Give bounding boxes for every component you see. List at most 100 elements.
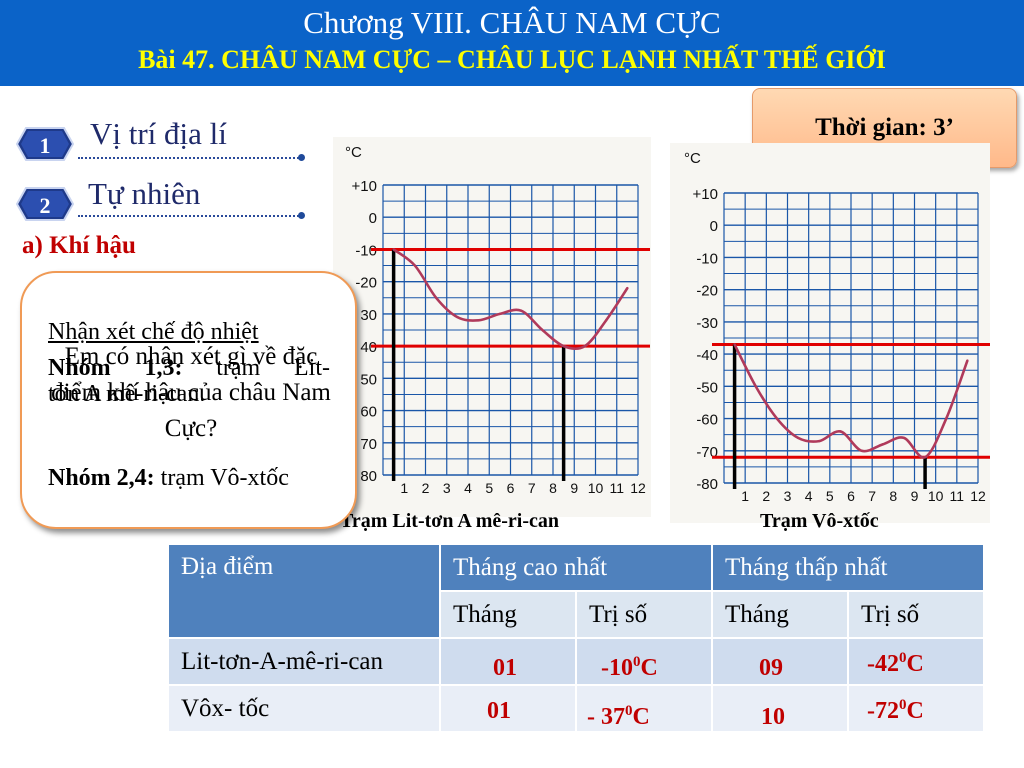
y-tick-label: 30 (360, 307, 377, 324)
data-point (604, 319, 608, 322)
high-temp-value: - 370C (587, 702, 650, 730)
low-temp-value: -720C (867, 696, 924, 724)
note-line-2: Nhóm 1,3: trạm Lit- (48, 355, 330, 381)
y-unit-label: °C (684, 150, 701, 167)
y-tick-label: 50 (360, 371, 377, 388)
high-month-value: 01 (493, 654, 517, 681)
x-tick-label: 11 (609, 480, 624, 496)
x-tick-label: 1 (741, 488, 749, 504)
data-point (923, 456, 927, 459)
slide-header: Chương VIII. CHÂU NAM CỰC Bài 47. CHÂU N… (0, 0, 1024, 86)
high-temp-value: -100C (601, 653, 658, 681)
section-2-badge: 2 (16, 187, 74, 221)
data-point (839, 430, 842, 433)
y-tick-label: 60 (360, 404, 377, 421)
sub-high-month: Tháng (439, 590, 577, 639)
y-tick-label: -20 (696, 283, 718, 300)
note-line-3: tơn A mê-ri-can. (48, 381, 206, 407)
chart-lit-ton-caption: Trạm Lit-tơn A mê-ri-can (340, 510, 559, 532)
data-point (456, 315, 459, 319)
row-location: Vôx- tốc (167, 684, 441, 733)
section-1-title: Vị trí địa lí (90, 116, 227, 151)
data-point (562, 344, 565, 348)
section-2-dot (298, 212, 305, 219)
y-tick-label: -20 (355, 275, 377, 292)
high-month-value: 01 (487, 697, 511, 724)
temperature-curve (392, 248, 629, 351)
y-tick-label: -10 (355, 242, 377, 259)
data-point (477, 319, 480, 322)
y-tick-label: 0 (369, 210, 377, 227)
x-tick-label: 10 (588, 480, 604, 496)
x-tick-label: 4 (464, 480, 472, 496)
note-line-4: Nhóm 2,4: trạm Vô-xtốc (48, 465, 289, 491)
data-point (733, 343, 736, 346)
note-question: Em có nhận xét gì về đặc điểm khí hậu củ… (51, 343, 331, 442)
y-tick-label: 0 (710, 218, 718, 235)
section-1-badge: 1 (16, 127, 74, 161)
header-location: Địa điểm (167, 543, 441, 639)
data-point (498, 312, 502, 316)
x-tick-label: 8 (889, 488, 897, 504)
y-tick-label: -10 (696, 250, 718, 267)
chart-vo-xtoc-caption: Trạm Vô-xtốc (760, 510, 879, 532)
x-tick-label: 11 (950, 488, 965, 504)
header-high: Tháng cao nhất (439, 543, 713, 592)
x-tick-label: 3 (443, 480, 451, 496)
temperature-table: Địa điểm Tháng cao nhất Tháng thấp nhất … (167, 543, 985, 733)
x-tick-label: 4 (805, 488, 813, 504)
section-2-underline (78, 215, 302, 217)
y-tick-label: -40 (696, 347, 718, 364)
low-month-value: 09 (759, 654, 783, 681)
y-tick-label: -60 (696, 412, 718, 429)
x-tick-label: 9 (911, 488, 919, 504)
sub-high-value: Trị số (575, 590, 713, 639)
data-point (519, 309, 523, 312)
data-point (818, 439, 821, 443)
y-tick-label: +10 (693, 186, 718, 203)
x-tick-label: 2 (422, 480, 430, 496)
data-point (902, 436, 906, 440)
timer-label: Thời gian: 3’ (815, 114, 954, 141)
y-tick-label: 80 (360, 468, 377, 485)
data-point (626, 286, 629, 290)
x-tick-label: 5 (485, 480, 493, 496)
y-tick-label: +10 (352, 178, 377, 195)
y-tick-label: -30 (696, 315, 718, 332)
row-location: Lit-tơn-A-mê-ri-can (167, 637, 441, 686)
y-unit-label: °C (345, 144, 362, 161)
y-tick-label: -80 (696, 476, 718, 493)
x-tick-label: 12 (630, 480, 646, 496)
x-tick-label: 2 (762, 488, 770, 504)
header-low: Tháng thấp nhất (711, 543, 985, 592)
x-tick-label: 1 (400, 480, 408, 496)
x-tick-label: 10 (928, 488, 944, 504)
x-tick-label: 7 (868, 488, 876, 504)
data-point (881, 443, 884, 446)
note-group-13: Nhóm 1,3: (48, 355, 183, 381)
section-2-number: 2 (40, 193, 51, 218)
data-point (775, 417, 779, 420)
section-1-underline (78, 157, 302, 159)
lesson-title: Bài 47. CHÂU NAM CỰC – CHÂU LỤC LẠNH NHẤ… (138, 45, 886, 74)
data-point (796, 436, 800, 440)
data-point (434, 296, 438, 299)
low-temp-value: -420C (867, 649, 924, 677)
section-2-title: Tự nhiên (88, 176, 201, 211)
chart-vo-xtoc: +100-10-20-30-40-50-60-70-80°C1 2 3 4 5 6 7 8 9 1… (670, 143, 990, 523)
sub-low-value: Trị số (847, 590, 985, 639)
subsection-climate: a) Khí hậu (22, 232, 136, 259)
note-group-24: Nhóm 2,4: (48, 465, 155, 491)
table-row: Vôx- tốc 01 - 370C 10 -720C (167, 684, 985, 733)
y-tick-label: 70 (360, 436, 377, 453)
data-point (392, 248, 395, 251)
y-tick-label: 40 (360, 339, 377, 356)
data-point (541, 328, 544, 332)
data-point (945, 417, 948, 420)
low-month-value: 10 (761, 703, 785, 730)
x-tick-label: 5 (826, 488, 834, 504)
y-tick-label: -50 (696, 379, 718, 396)
data-point (754, 385, 757, 388)
x-tick-label: 7 (528, 480, 536, 496)
